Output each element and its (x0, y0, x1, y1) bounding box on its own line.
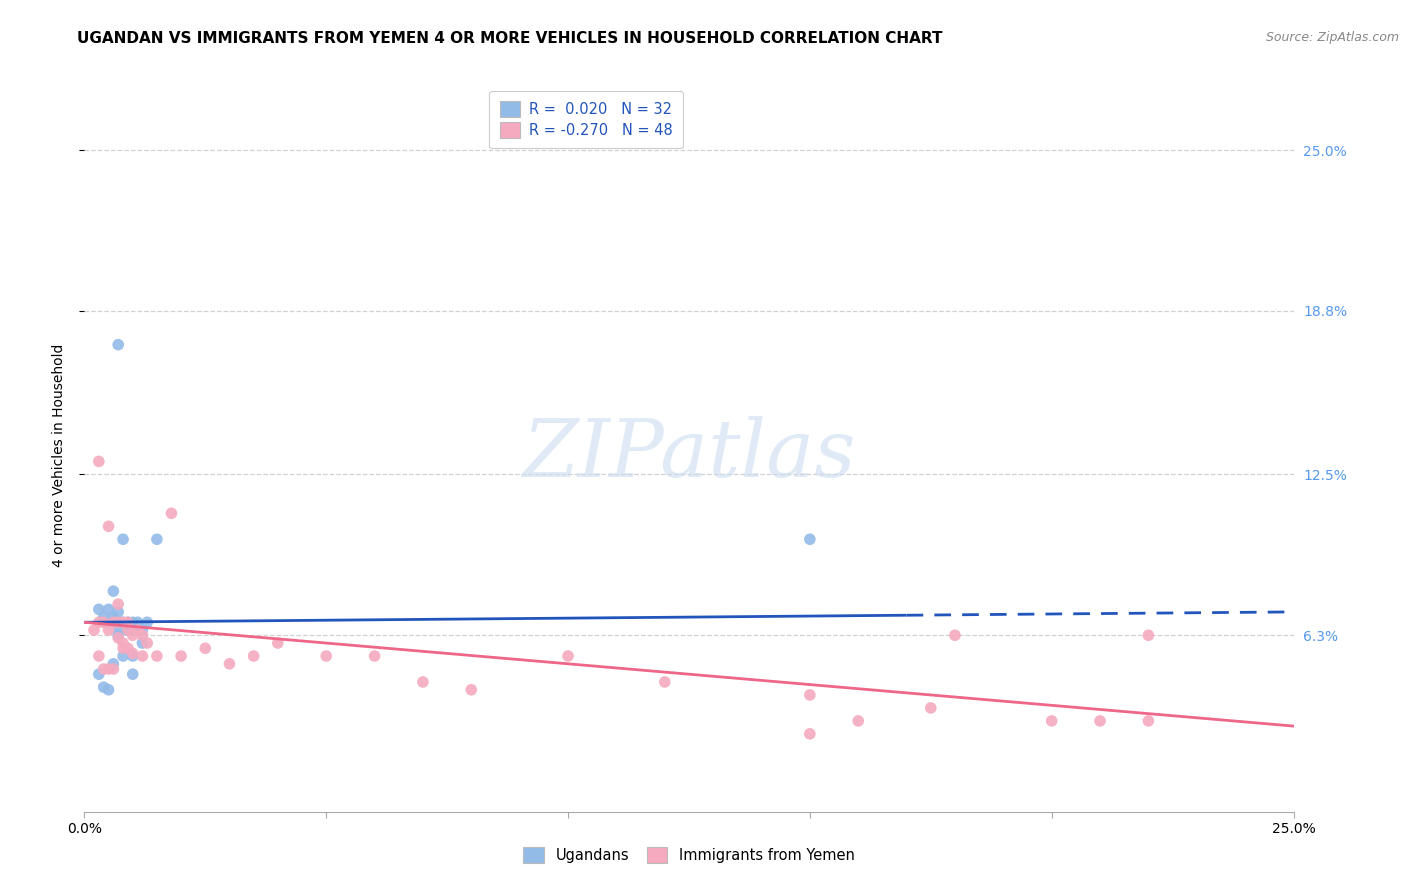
Point (117, 623, 139, 637)
Point (121, 615, 143, 630)
Point (103, 584, 125, 599)
Point (107, 615, 129, 630)
Point (103, 662, 125, 676)
Point (112, 636, 135, 650)
Point (97, 623, 120, 637)
Point (87, 648, 110, 663)
Point (112, 615, 135, 630)
Point (97, 615, 120, 630)
Point (83, 623, 105, 637)
Legend: Ugandans, Immigrants from Yemen: Ugandans, Immigrants from Yemen (517, 841, 860, 869)
Point (1088, 714, 1111, 728)
Point (194, 641, 217, 656)
Point (131, 623, 153, 637)
Point (103, 615, 125, 630)
Point (107, 631, 129, 645)
Point (131, 648, 153, 663)
Point (242, 648, 264, 663)
Point (117, 623, 139, 637)
Point (127, 615, 149, 630)
Text: UGANDAN VS IMMIGRANTS FROM YEMEN 4 OR MORE VEHICLES IN HOUSEHOLD CORRELATION CHA: UGANDAN VS IMMIGRANTS FROM YEMEN 4 OR MO… (77, 31, 943, 46)
Y-axis label: 4 or more Vehicles in Household: 4 or more Vehicles in Household (52, 343, 66, 566)
Point (87, 667, 110, 681)
Point (654, 675, 676, 690)
Point (121, 628, 143, 642)
Point (97, 519, 120, 533)
Point (131, 628, 153, 642)
Point (121, 667, 143, 681)
Point (107, 597, 129, 611)
Point (93, 615, 115, 630)
Point (93, 662, 115, 676)
Point (920, 701, 942, 715)
Point (87, 454, 110, 468)
Point (112, 533, 135, 547)
Point (121, 623, 143, 637)
Point (97, 602, 120, 616)
Point (121, 647, 143, 661)
Point (799, 727, 821, 741)
Point (136, 636, 159, 650)
Point (846, 714, 869, 728)
Point (87, 615, 110, 630)
Text: ZIPatlas: ZIPatlas (522, 417, 856, 493)
Point (127, 623, 149, 637)
Point (412, 675, 434, 690)
Point (218, 657, 240, 671)
Point (146, 648, 169, 663)
Point (107, 605, 129, 619)
Point (107, 337, 129, 351)
Point (117, 623, 139, 637)
Point (107, 615, 129, 630)
Point (170, 648, 193, 663)
Point (460, 682, 482, 697)
Point (117, 615, 139, 630)
Point (93, 610, 115, 624)
Point (131, 636, 153, 650)
Point (117, 615, 139, 630)
Point (112, 615, 135, 630)
Point (363, 648, 385, 663)
Point (117, 641, 139, 656)
Point (112, 641, 135, 656)
Point (87, 602, 110, 616)
Point (267, 636, 290, 650)
Point (112, 648, 135, 663)
Point (136, 615, 159, 630)
Point (943, 628, 966, 642)
Point (799, 688, 821, 702)
Point (160, 506, 183, 520)
Point (1137, 714, 1160, 728)
Point (97, 682, 120, 697)
Point (93, 680, 115, 694)
Point (1040, 714, 1063, 728)
Point (97, 662, 120, 676)
Point (315, 648, 337, 663)
Point (107, 623, 129, 637)
Point (557, 648, 579, 663)
Point (103, 610, 125, 624)
Point (146, 533, 169, 547)
Point (121, 648, 143, 663)
Point (107, 628, 129, 642)
Point (799, 533, 821, 547)
Point (1137, 628, 1160, 642)
Point (103, 657, 125, 671)
Point (103, 615, 125, 630)
Text: Source: ZipAtlas.com: Source: ZipAtlas.com (1265, 31, 1399, 45)
